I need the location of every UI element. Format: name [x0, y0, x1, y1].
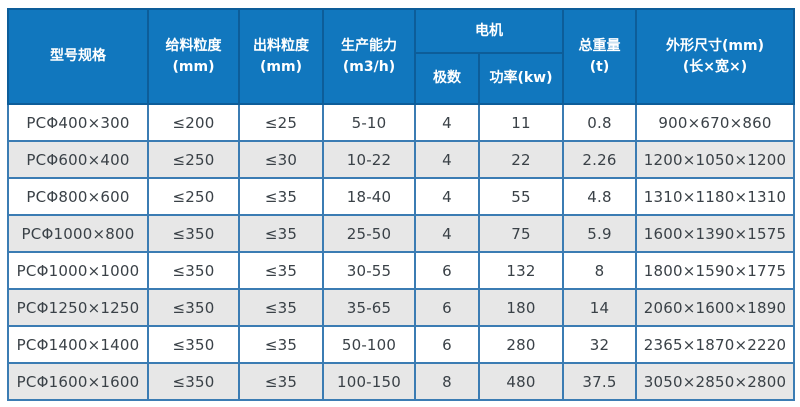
table-cell: 280 — [478, 325, 564, 364]
table-cell: 2365×1870×2220 — [635, 325, 795, 364]
table-cell: ≤35 — [238, 214, 324, 253]
table-cell: PCΦ800×600 — [7, 177, 149, 216]
table-cell: 8 — [414, 362, 480, 401]
table-cell: 6 — [414, 288, 480, 327]
table-cell: 4 — [414, 140, 480, 179]
table-cell: ≤200 — [147, 103, 240, 142]
table-cell: 100-150 — [322, 362, 416, 401]
table-cell: 18-40 — [322, 177, 416, 216]
table-cell: PCΦ1250×1250 — [7, 288, 149, 327]
table-cell: ≤350 — [147, 288, 240, 327]
table-cell: PCΦ400×300 — [7, 103, 149, 142]
table-row: PCΦ1000×1000 ≤350 ≤35 30-55 6 132 8 1800×1590×1… — [7, 251, 795, 290]
table-cell: 6 — [414, 325, 480, 364]
table-cell: ≤350 — [147, 251, 240, 290]
table-cell: 2.26 — [562, 140, 637, 179]
table-row: PCΦ400×300 ≤200 ≤25 5-10 4 11 0.8 900×670×860 — [7, 103, 795, 142]
table-cell: ≤35 — [238, 325, 324, 364]
header-output-size: 出料粒度 (mm) — [238, 8, 324, 105]
table-cell: 14 — [562, 288, 637, 327]
table-cell: 55 — [478, 177, 564, 216]
table-cell: ≤25 — [238, 103, 324, 142]
header-motor-power: 功率(kw) — [478, 52, 564, 105]
table-cell: 11 — [478, 103, 564, 142]
table-cell: 4.8 — [562, 177, 637, 216]
header-weight: 总重量 (t) — [562, 8, 637, 105]
table-row: PCΦ800×600 ≤250 ≤35 18-40 4 55 4.8 1310×1180×13… — [7, 177, 795, 216]
table-cell: 5-10 — [322, 103, 416, 142]
table-cell: 4 — [414, 214, 480, 253]
table-row: PCΦ1600×1600 ≤350 ≤35 100-150 8 480 37.5 3050×2… — [7, 362, 795, 401]
table-cell: 75 — [478, 214, 564, 253]
table-cell: 6 — [414, 251, 480, 290]
table-row: PCΦ600×400 ≤250 ≤30 10-22 4 22 2.26 1200×1050×1… — [7, 140, 795, 179]
table-cell: 2060×1600×1890 — [635, 288, 795, 327]
table-header: 型号规格 给料粒度 (mm) 出料粒度 (mm) 生产能力 (m3/h) 电机 — [7, 8, 795, 105]
table-row: PCΦ1000×800 ≤350 ≤35 25-50 4 75 5.9 1600×1390×1… — [7, 214, 795, 253]
table-cell: 50-100 — [322, 325, 416, 364]
product-spec-table: 型号规格 给料粒度 (mm) 出料粒度 (mm) 生产能力 (m3/h) 电机 — [7, 8, 795, 401]
table-cell: 1600×1390×1575 — [635, 214, 795, 253]
table-cell: PCΦ1000×1000 — [7, 251, 149, 290]
table-cell: 8 — [562, 251, 637, 290]
table-cell: 37.5 — [562, 362, 637, 401]
table-cell: ≤350 — [147, 214, 240, 253]
header-capacity: 生产能力 (m3/h) — [322, 8, 416, 105]
table-cell: 22 — [478, 140, 564, 179]
table-cell: 132 — [478, 251, 564, 290]
table-cell: ≤35 — [238, 177, 324, 216]
table-cell: 1310×1180×1310 — [635, 177, 795, 216]
header-motor: 电机 — [414, 8, 564, 54]
table-cell: ≤35 — [238, 288, 324, 327]
table-cell: 5.9 — [562, 214, 637, 253]
table-cell: 480 — [478, 362, 564, 401]
table-cell: 35-65 — [322, 288, 416, 327]
table-cell: 32 — [562, 325, 637, 364]
table-cell: ≤350 — [147, 325, 240, 364]
table-row: PCΦ1400×1400 ≤350 ≤35 50-100 6 280 32 2365×1870… — [7, 325, 795, 364]
table-cell: ≤30 — [238, 140, 324, 179]
header-dimensions: 外形尺寸(mm) (长×宽×) — [635, 8, 795, 105]
table-cell: 1800×1590×1775 — [635, 251, 795, 290]
table-cell: PCΦ1000×800 — [7, 214, 149, 253]
table-cell: PCΦ1400×1400 — [7, 325, 149, 364]
table-cell: ≤35 — [238, 362, 324, 401]
table-cell: 0.8 — [562, 103, 637, 142]
spec-table-body: PCΦ400×300 ≤200 ≤25 5-10 4 11 0.8 900×670×860 PC… — [7, 103, 795, 401]
table-cell: ≤250 — [147, 140, 240, 179]
table-cell: ≤35 — [238, 251, 324, 290]
table-cell: 900×670×860 — [635, 103, 795, 142]
header-model: 型号规格 — [7, 8, 149, 105]
table-cell: 1200×1050×1200 — [635, 140, 795, 179]
table-cell: 180 — [478, 288, 564, 327]
table-cell: ≤250 — [147, 177, 240, 216]
header-feed-size: 给料粒度 (mm) — [147, 8, 240, 105]
table-cell: 10-22 — [322, 140, 416, 179]
table-cell: 4 — [414, 103, 480, 142]
table-row: PCΦ1250×1250 ≤350 ≤35 35-65 6 180 14 2060×1600×… — [7, 288, 795, 327]
table-cell: 3050×2850×2800 — [635, 362, 795, 401]
header-motor-poles: 极数 — [414, 52, 480, 105]
header-model-label: 型号规格 — [50, 48, 106, 65]
table-cell: 25-50 — [322, 214, 416, 253]
table-cell: PCΦ600×400 — [7, 140, 149, 179]
table-cell: ≤350 — [147, 362, 240, 401]
table-cell: 30-55 — [322, 251, 416, 290]
table-cell: PCΦ1600×1600 — [7, 362, 149, 401]
table-cell: 4 — [414, 177, 480, 216]
